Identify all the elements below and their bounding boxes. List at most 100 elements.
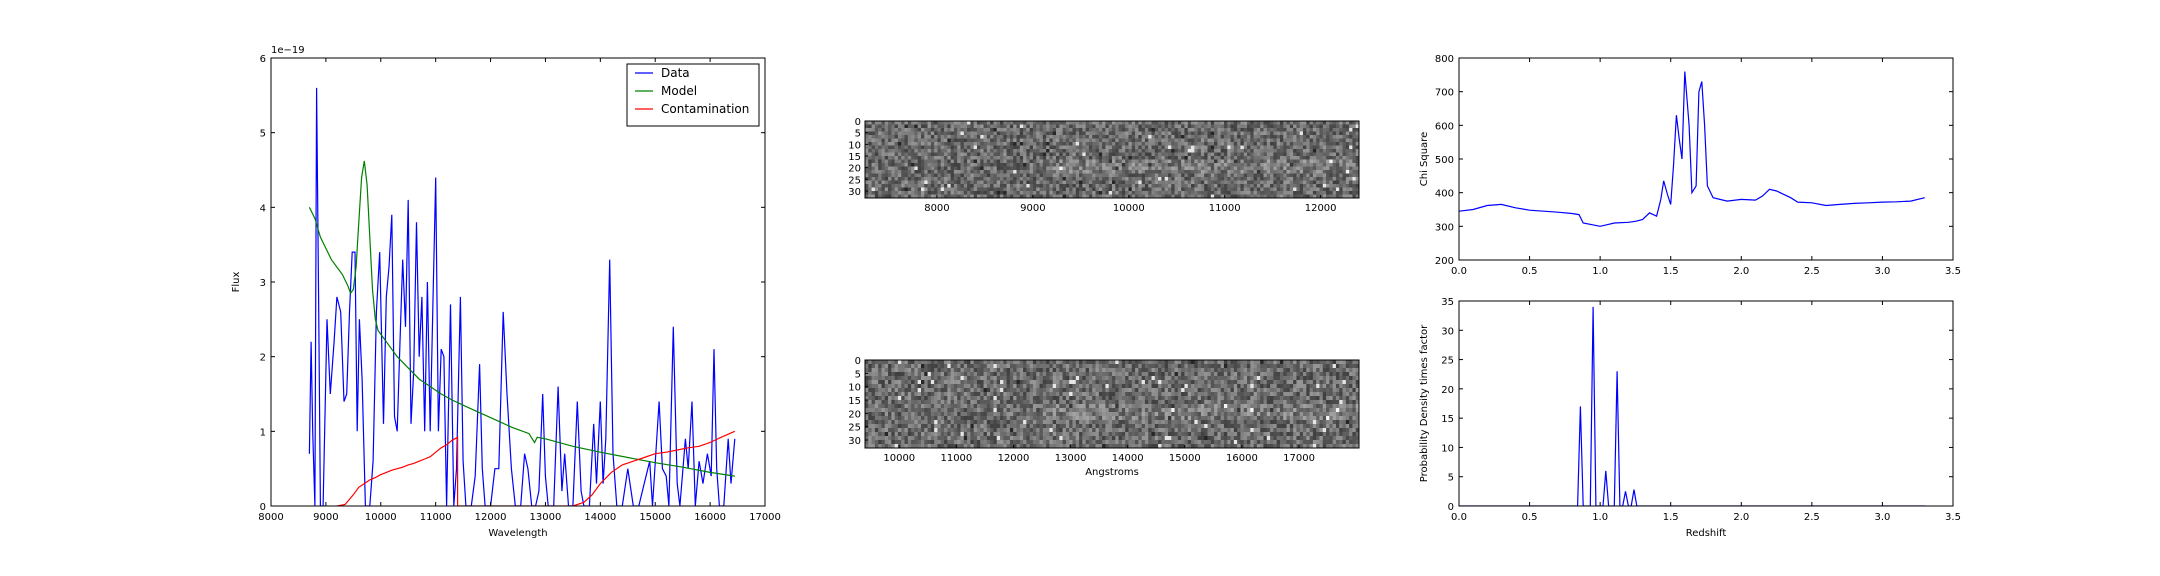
heatmap-cell	[1174, 156, 1179, 160]
heatmap-cell	[901, 184, 905, 188]
heatmap-cell	[1023, 135, 1027, 139]
heatmap-cell	[970, 392, 975, 397]
heatmap-cell	[993, 392, 998, 397]
heatmap-cell	[1210, 177, 1215, 181]
heatmap-cell	[1260, 152, 1264, 157]
heatmap-cell	[1135, 400, 1139, 405]
heatmap-cell	[1230, 194, 1235, 199]
heatmap-cell	[976, 388, 981, 393]
heatmap-cell	[1039, 156, 1044, 160]
heatmap-cell	[1154, 384, 1159, 389]
heatmap-cell	[914, 156, 919, 160]
heatmap-cell	[1115, 145, 1119, 150]
heatmap-cell	[1092, 131, 1096, 136]
heatmap-cell	[1207, 166, 1212, 171]
heatmap-cell	[1029, 135, 1034, 139]
heatmap-cell	[1144, 360, 1149, 365]
heatmap-cell	[1230, 138, 1235, 143]
heatmap-cell	[1220, 388, 1225, 393]
heatmap-cell	[1095, 180, 1100, 185]
heatmap-cell	[937, 396, 942, 401]
heatmap-cell	[1293, 145, 1297, 150]
heatmap-cell	[1355, 180, 1360, 185]
heatmap-cell	[1355, 184, 1360, 188]
heatmap-cell	[1079, 400, 1083, 405]
heatmap-cell	[940, 131, 945, 136]
heatmap-cell	[1174, 360, 1179, 365]
heatmap-cell	[1342, 187, 1347, 192]
heatmap-cell	[1019, 191, 1024, 195]
heatmap-cell	[980, 156, 984, 160]
heatmap-cell	[1128, 388, 1133, 393]
heatmap-cell	[1059, 128, 1063, 132]
heatmap-cell	[973, 135, 978, 139]
heatmap-cell	[1161, 184, 1166, 188]
heatmap-cell	[1125, 156, 1129, 160]
heatmap-cell	[1069, 163, 1073, 167]
heatmap-cell	[914, 138, 919, 143]
heatmap-cell	[967, 384, 971, 389]
heatmap-cell	[1148, 388, 1152, 393]
heatmap-cell	[1056, 152, 1060, 157]
heatmap-cell	[1335, 368, 1340, 373]
heatmap-cell	[1013, 145, 1017, 150]
heatmap-cell	[1108, 392, 1113, 397]
heatmap-cell	[1075, 156, 1080, 160]
heatmap-cell	[1000, 388, 1004, 393]
heatmap-cell	[1121, 177, 1126, 181]
heatmap-cell	[1279, 380, 1284, 385]
heatmap-cell	[1312, 364, 1317, 369]
heatmap-cell	[1270, 142, 1274, 146]
heatmap-cell	[891, 376, 896, 381]
heatmap-cell	[888, 384, 892, 389]
heatmap-cell	[1016, 159, 1021, 164]
heatmap-cell	[868, 187, 872, 192]
heatmap-cell	[1164, 166, 1169, 171]
heatmap-cell	[1273, 159, 1278, 164]
heatmap-cell	[930, 177, 935, 181]
heatmap-cell	[888, 372, 892, 377]
heatmap-cell	[1072, 170, 1077, 174]
heatmap-cell	[1345, 360, 1350, 365]
heatmap-cell	[1303, 177, 1307, 181]
heatmap-cell	[1299, 128, 1304, 132]
heatmap-cell	[1131, 149, 1136, 153]
heatmap-cell	[874, 173, 879, 178]
heatmap-cell	[1118, 376, 1123, 381]
heatmap-cell	[1042, 180, 1047, 185]
heatmap-cell	[1131, 194, 1136, 199]
heatmap-cell	[1042, 121, 1047, 125]
heatmap-cell	[1036, 180, 1040, 185]
heatmap-cell	[881, 166, 886, 171]
heatmap-cell	[1095, 149, 1100, 153]
heatmap-cell	[1131, 131, 1136, 136]
heatmap-cell	[1032, 376, 1037, 381]
heatmap-cell	[1171, 376, 1175, 381]
heatmap-cell	[1296, 360, 1301, 365]
heatmap-cell	[1049, 149, 1054, 153]
heatmap-cell	[865, 184, 869, 188]
heatmap-cell	[884, 360, 889, 365]
heatmap-cell	[937, 194, 942, 199]
heatmap-cell	[865, 360, 869, 365]
heatmap-cell	[1309, 142, 1314, 146]
heatmap-cell	[1312, 159, 1317, 164]
heatmap-cell	[1112, 368, 1116, 373]
heatmap-cell	[1194, 187, 1199, 192]
heatmap-cell	[934, 400, 938, 405]
heatmap-cell	[947, 376, 952, 381]
heatmap-cell	[1000, 376, 1004, 381]
heatmap-cell	[1227, 396, 1231, 401]
heatmap-cell	[1299, 152, 1304, 157]
heatmap-cell	[1023, 384, 1027, 389]
heatmap-cell	[986, 166, 991, 171]
heatmap-cell	[1026, 124, 1031, 129]
heatmap-cell	[990, 392, 994, 397]
heatmap-cell	[904, 180, 909, 185]
heatmap-cell	[1217, 128, 1222, 132]
heatmap-cell	[871, 156, 876, 160]
heatmap-cell	[1342, 380, 1347, 385]
heatmap-cell	[1161, 380, 1166, 385]
heatmap-cell	[1184, 368, 1189, 373]
heatmap-cell	[1138, 184, 1143, 188]
